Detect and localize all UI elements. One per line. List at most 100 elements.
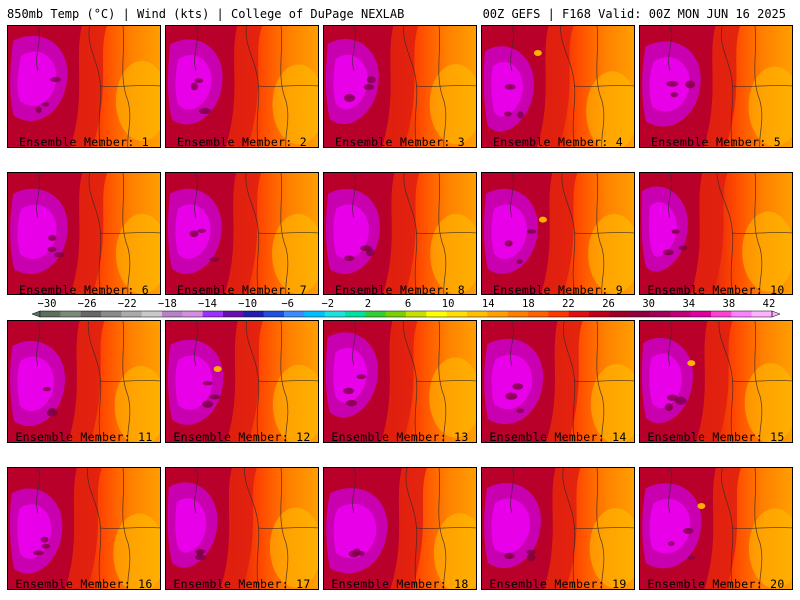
colorbar-right-arrow [771, 310, 781, 318]
ensemble-map-panel [165, 320, 319, 443]
colorbar-tick-label: 18 [522, 298, 535, 310]
ensemble-member-label: Ensemble Member: 2 [176, 135, 308, 149]
colorbar-tick-label: 6 [405, 298, 411, 310]
ensemble-member-label: Ensemble Member: 13 [331, 430, 469, 444]
colorbar-swatch [324, 311, 346, 317]
temperature-field-map [8, 173, 160, 294]
colorbar-tick-label: 2 [365, 298, 371, 310]
colorbar-swatch [731, 311, 752, 317]
ensemble-map-panel [323, 172, 477, 295]
colorbar-tick-label: 26 [602, 298, 615, 310]
temperature-field-map [640, 173, 792, 294]
ensemble-map-panel [639, 25, 793, 148]
colorbar-tick-label: −22 [118, 298, 137, 310]
colorbar-swatch [568, 311, 590, 317]
colorbar-tick-label: 34 [682, 298, 695, 310]
temperature-field-map [324, 321, 476, 442]
ensemble-map-panel [323, 320, 477, 443]
colorbar-swatch [182, 311, 203, 317]
ensemble-map-panel [639, 467, 793, 590]
ensemble-member-label: Ensemble Member: 16 [15, 577, 153, 591]
colorbar-tick-label: −30 [38, 298, 57, 310]
temperature-field-map [8, 321, 160, 442]
ensemble-member-label: Ensemble Member: 14 [489, 430, 627, 444]
colorbar-tick-label: 30 [642, 298, 655, 310]
colorbar-swatch [80, 311, 102, 317]
header-title-right: 00Z GEFS | F168 Valid: 00Z MON JUN 16 20… [482, 7, 786, 21]
temperature-colorbar: −30 −26 −22 −18 −14 −10 −6 −2 2 6 10 14 18 22 26 30 34 38… [31, 298, 781, 318]
ensemble-member-label: Ensemble Member: 10 [647, 283, 785, 297]
ensemble-map-panel [165, 172, 319, 295]
colorbar-swatch [426, 311, 447, 317]
colorbar-swatch [609, 311, 630, 317]
ensemble-map-panel [7, 25, 161, 148]
colorbar-left-arrow [31, 310, 41, 318]
ensemble-map-panel [7, 467, 161, 590]
colorbar-swatch [446, 311, 468, 317]
colorbar-swatch [487, 311, 508, 317]
temperature-field-map [324, 468, 476, 589]
colorbar-tick-label: −2 [321, 298, 334, 310]
ensemble-map-panel [323, 467, 477, 590]
colorbar-tick-label: 42 [763, 298, 776, 310]
temperature-field-map [324, 26, 476, 147]
temperature-field-map [166, 468, 318, 589]
colorbar-swatch [406, 311, 427, 317]
ensemble-map-panel [481, 25, 635, 148]
temperature-field-map [166, 321, 318, 442]
colorbar-tick-label: −14 [198, 298, 217, 310]
ensemble-map-panel [7, 172, 161, 295]
ensemble-member-label: Ensemble Member: 7 [176, 283, 308, 297]
colorbar-swatch [162, 311, 183, 317]
temperature-field-map [8, 468, 160, 589]
temperature-field-map [482, 173, 634, 294]
temperature-field-map [640, 468, 792, 589]
ensemble-map-panel [639, 172, 793, 295]
colorbar-swatch [385, 311, 407, 317]
colorbar-tick-label: −10 [238, 298, 257, 310]
colorbar-swatch [223, 311, 244, 317]
colorbar-swatch [263, 311, 285, 317]
colorbar-tick-label: 22 [562, 298, 575, 310]
ensemble-member-label: Ensemble Member: 4 [492, 135, 624, 149]
colorbar-swatch [528, 311, 549, 317]
colorbar-swatch [650, 311, 671, 317]
temperature-field-map [324, 173, 476, 294]
colorbar-tick-label: 38 [723, 298, 736, 310]
colorbar-swatch [690, 311, 712, 317]
ensemble-member-label: Ensemble Member: 17 [173, 577, 311, 591]
colorbar-swatch [101, 311, 122, 317]
colorbar-swatch [629, 311, 651, 317]
ensemble-member-label: Ensemble Member: 20 [647, 577, 785, 591]
temperature-field-map [482, 468, 634, 589]
colorbar-swatch [670, 311, 691, 317]
ensemble-map-panel [165, 25, 319, 148]
header-title-left: 850mb Temp (°C) | Wind (kts) | College o… [7, 7, 405, 21]
colorbar-tick-label: 10 [442, 298, 455, 310]
temperature-field-map [166, 173, 318, 294]
ensemble-member-label: Ensemble Member: 9 [492, 283, 624, 297]
colorbar-swatch [467, 311, 488, 317]
colorbar-swatch [345, 311, 366, 317]
colorbar-swatch [40, 311, 61, 317]
colorbar-swatch [304, 311, 325, 317]
colorbar-swatch [365, 311, 386, 317]
temperature-field-map [482, 321, 634, 442]
colorbar-swatch [141, 311, 163, 317]
ensemble-map-panel [481, 172, 635, 295]
colorbar-tick-label: −26 [78, 298, 97, 310]
ensemble-member-label: Ensemble Member: 6 [18, 283, 150, 297]
colorbar-tick-label: −18 [158, 298, 177, 310]
ensemble-member-label: Ensemble Member: 12 [173, 430, 311, 444]
colorbar-tick-label: 14 [482, 298, 495, 310]
ensemble-member-label: Ensemble Member: 11 [15, 430, 153, 444]
colorbar-swatch [202, 311, 224, 317]
ensemble-member-label: Ensemble Member: 3 [334, 135, 466, 149]
ensemble-member-label: Ensemble Member: 5 [650, 135, 782, 149]
ensemble-member-label: Ensemble Member: 15 [647, 430, 785, 444]
ensemble-member-label: Ensemble Member: 1 [18, 135, 150, 149]
colorbar-swatch [284, 311, 305, 317]
colorbar-swatch [121, 311, 142, 317]
ensemble-member-label: Ensemble Member: 18 [331, 577, 469, 591]
temperature-field-map [640, 26, 792, 147]
